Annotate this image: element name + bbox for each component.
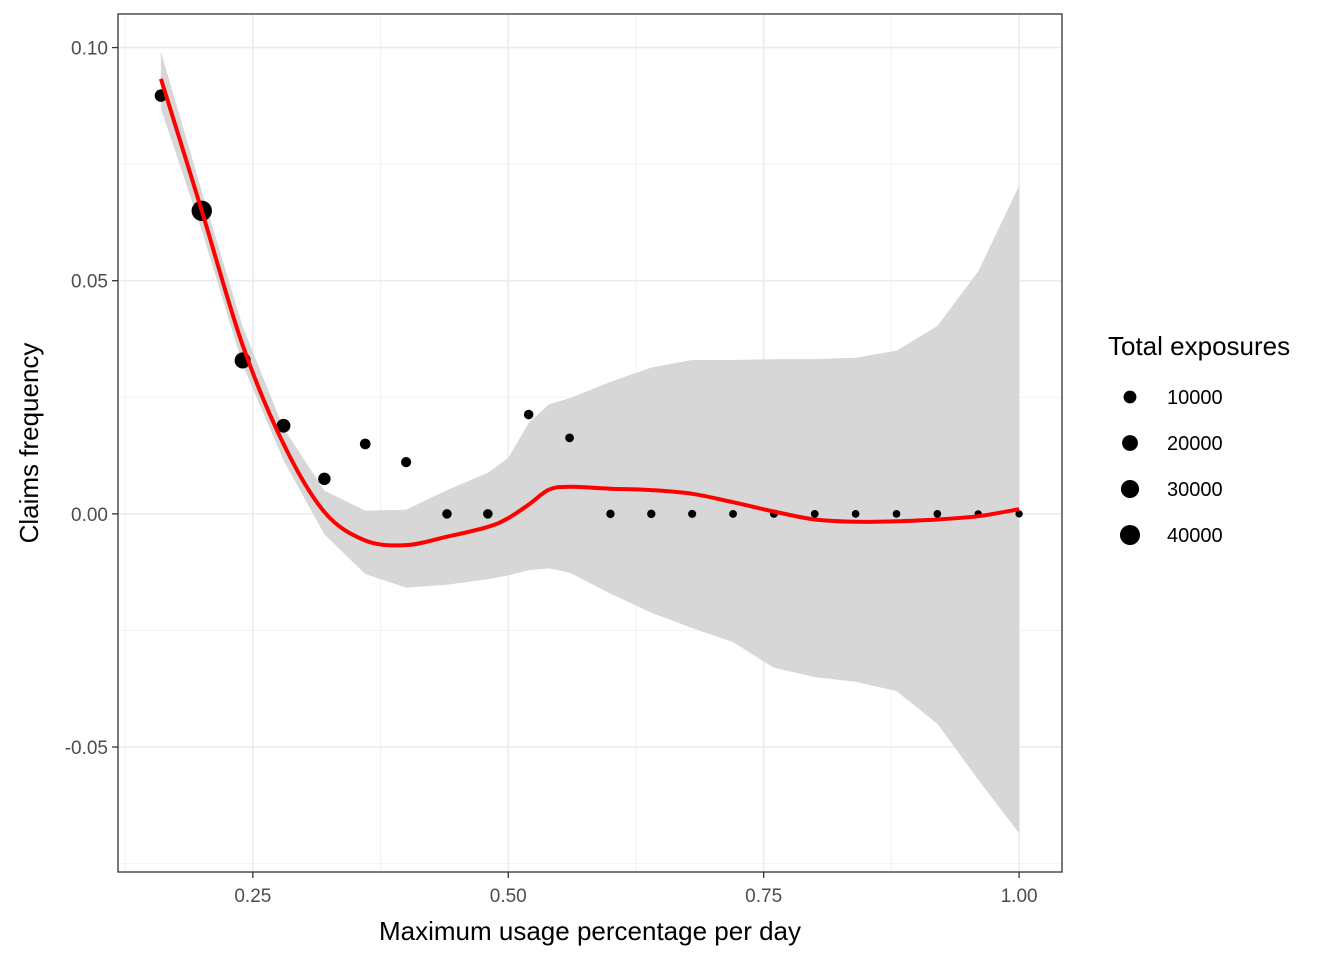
data-point-8 [483,509,493,519]
smooth-line [158,78,1020,548]
legend-label-3: 40000 [1167,525,1223,547]
y-tick-label-2: 0.05 [71,272,108,293]
legend-keys: 10000 20000 30000 40000 [1119,387,1223,547]
legend: Total exposures 10000 20000 30000 40000 [1108,331,1290,547]
legend-label-0: 10000 [1167,387,1223,409]
x-tick-label-2: 0.75 [745,886,782,907]
data-point-19 [933,510,942,518]
y-tick-label-3: 0.10 [71,39,108,60]
data-point-17 [851,510,860,518]
legend-key-2 [1120,479,1140,499]
data-point-4 [318,472,331,486]
y-tick-label-1: 0.00 [71,505,108,526]
x-tick-label-3: 1.00 [1001,886,1038,907]
data-point-6 [401,457,412,468]
data-point-16 [810,509,819,518]
data-point-14 [729,509,737,518]
data-point-9 [523,409,534,420]
legend-key-1 [1122,435,1138,451]
legend-title: Total exposures [1108,331,1290,361]
legend-key-3 [1119,524,1141,546]
x-tick-label-0: 0.25 [234,886,271,907]
x-axis-ticks: 0.25 0.50 0.75 1.00 [234,872,1038,907]
legend-label-2: 30000 [1167,479,1223,501]
x-axis-title: Maximum usage percentage per day [379,916,801,946]
y-tick-label-0: -0.05 [65,738,108,759]
data-point-13 [688,509,697,518]
smooth-line-layer [158,78,1020,548]
x-tick-label-1: 0.50 [490,886,527,907]
legend-key-0 [1123,390,1137,404]
data-point-3 [276,418,291,433]
panel-border [117,13,1063,873]
legend-label-1: 20000 [1167,433,1223,455]
y-axis-ticks: -0.05 0.00 0.05 0.10 [65,39,118,759]
data-point-18 [892,510,901,518]
data-point-21 [1015,510,1023,518]
data-point-12 [647,509,656,519]
confidence-band-layer [160,51,1020,834]
y-axis-title: Claims frequency [14,343,44,544]
data-point-7 [442,509,452,519]
data-point-5 [359,438,371,450]
data-point-11 [606,509,615,519]
confidence-band [160,51,1020,834]
data-point-10 [565,433,574,443]
